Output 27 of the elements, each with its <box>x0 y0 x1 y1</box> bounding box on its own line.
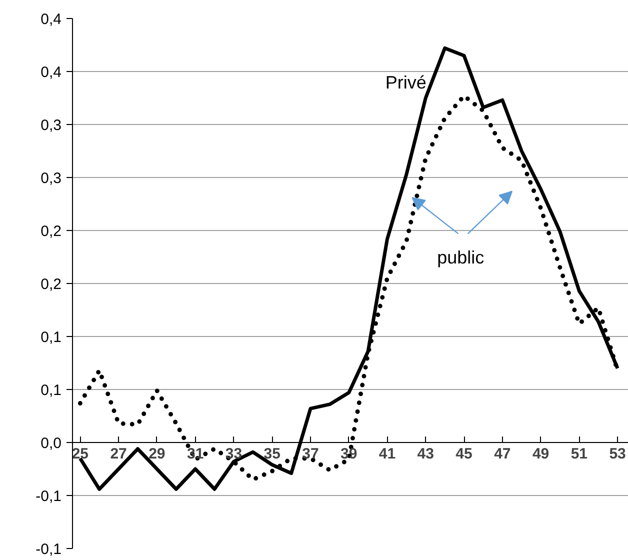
y-tick-label: 0,3 <box>40 117 62 134</box>
y-tick-label: 0,1 <box>40 382 62 399</box>
y-tick-label: 0,3 <box>40 170 62 187</box>
y-tick-label: 0,4 <box>40 64 62 81</box>
y-tick-label: 0,2 <box>40 223 62 240</box>
x-tick-label: 35 <box>264 446 280 462</box>
y-tick-label: -0,1 <box>36 488 62 505</box>
y-tick-label: 0,1 <box>40 329 62 346</box>
x-tick-label: 25 <box>72 446 89 462</box>
y-tick-label: 0,4 <box>40 11 62 28</box>
x-tick-label: 29 <box>148 446 166 462</box>
x-tick-label: 37 <box>302 446 319 462</box>
y-tick-label: -0,1 <box>36 541 62 558</box>
x-tick-label: 27 <box>110 446 127 462</box>
x-tick-label: 33 <box>225 446 242 462</box>
y-tick-label: 0,0 <box>40 435 62 452</box>
series-label: public <box>437 248 484 268</box>
x-tick-label: 53 <box>609 446 626 462</box>
x-tick-label: 47 <box>494 446 511 462</box>
x-tick-label: 49 <box>532 446 550 462</box>
x-tick-label: 51 <box>570 446 588 462</box>
x-tick-label: 39 <box>340 446 358 462</box>
x-tick-label: 43 <box>417 446 434 462</box>
x-tick-label: 45 <box>456 446 472 462</box>
series-label: Privé <box>385 72 426 93</box>
x-tick-label: 41 <box>378 446 396 462</box>
y-tick-label: 0,2 <box>40 276 62 293</box>
